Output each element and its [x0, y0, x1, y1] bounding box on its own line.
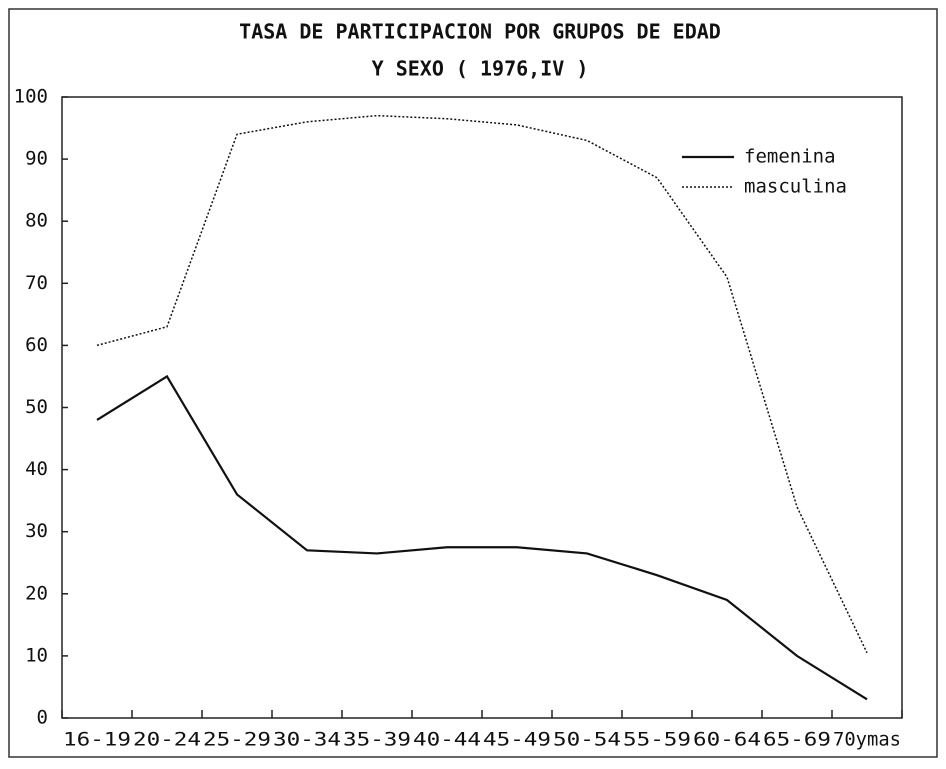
y-tick-label: 0 — [37, 707, 48, 729]
y-tick-label: 70 — [25, 272, 48, 294]
x-tick-label: 55-59 — [623, 729, 691, 751]
x-tick-label: 25-29 — [203, 729, 271, 751]
y-tick-label: 80 — [25, 210, 48, 232]
x-tick-label: 65-69 — [763, 729, 831, 751]
y-tick-label: 20 — [25, 582, 48, 604]
series-line — [96, 374, 868, 701]
x-tick-label: 50-54 — [553, 729, 621, 751]
y-tick-label: 60 — [25, 334, 48, 356]
chart-subtitle: Y SEXO ( 1976,IV ) — [372, 57, 589, 81]
x-tick-label: 30-34 — [273, 729, 341, 751]
y-tick-label: 90 — [25, 148, 48, 170]
x-tick-label: 60-64 — [693, 729, 761, 751]
y-tick-label: 30 — [25, 520, 48, 542]
legend-label: masculina — [744, 176, 847, 198]
x-tick-label: 70ymas — [833, 729, 901, 751]
legend-label: femenina — [744, 146, 836, 168]
x-tick-label: 20-24 — [133, 729, 201, 751]
y-tick-label: 40 — [25, 458, 48, 480]
x-tick-label: 45-49 — [483, 729, 551, 751]
y-tick-label: 50 — [25, 396, 48, 418]
x-tick-label: 40-44 — [413, 729, 481, 751]
chart-title: TASA DE PARTICIPACION POR GRUPOS DE EDAD — [239, 20, 721, 44]
frame — [8, 8, 938, 758]
y-tick-label: 10 — [25, 644, 48, 666]
y-tick-label: 100 — [14, 86, 48, 108]
x-tick-label: 35-39 — [343, 729, 411, 751]
x-tick-label: 16-19 — [63, 729, 131, 751]
